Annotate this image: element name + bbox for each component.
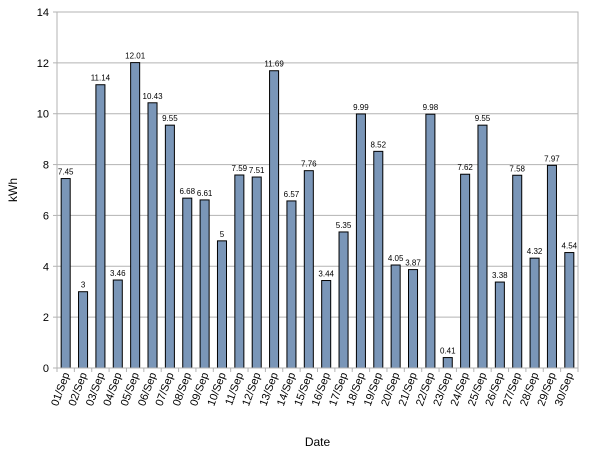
data-label: 6.61 <box>197 189 213 198</box>
y-tick-label: 2 <box>43 312 49 324</box>
data-label: 11.69 <box>264 60 284 69</box>
bar <box>425 113 436 369</box>
bar <box>130 62 141 369</box>
bar <box>112 279 123 369</box>
bar <box>199 199 210 369</box>
y-axis-ticks: 0 2 4 6 8 10 12 14 <box>37 7 57 375</box>
data-label: 5.35 <box>336 221 352 230</box>
bar <box>182 197 193 369</box>
bar <box>390 264 401 369</box>
bar <box>512 174 523 369</box>
bar <box>546 164 557 369</box>
data-label: 7.62 <box>457 163 473 172</box>
data-label: 8.52 <box>370 140 386 149</box>
data-label: 7.97 <box>544 154 560 163</box>
bar <box>234 174 245 369</box>
bar <box>78 291 89 369</box>
data-label: 7.59 <box>232 164 248 173</box>
bar <box>269 70 280 369</box>
data-label: 3.38 <box>492 271 508 280</box>
y-tick-label: 14 <box>37 7 49 19</box>
data-label: 9.99 <box>353 103 369 112</box>
y-tick-label: 12 <box>37 58 49 70</box>
data-label: 6.68 <box>179 187 195 196</box>
bar <box>460 173 471 369</box>
data-label: 5 <box>220 230 225 239</box>
bar <box>95 84 106 369</box>
bars <box>60 62 575 369</box>
x-axis-ticks: 01/Sep02/Sep03/Sep04/Sep05/Sep06/Sep07/S… <box>49 368 579 408</box>
data-label: 3.87 <box>405 259 421 268</box>
bar <box>147 102 158 369</box>
x-axis-title: Date <box>305 435 331 449</box>
y-tick-label: 4 <box>43 261 49 273</box>
bar <box>286 200 297 369</box>
data-label: 7.76 <box>301 160 317 169</box>
bar <box>477 124 488 369</box>
data-label: 4.54 <box>562 242 578 251</box>
y-tick-label: 8 <box>43 160 49 172</box>
data-label: 9.98 <box>423 103 439 112</box>
data-label: 3.46 <box>110 269 126 278</box>
data-label: 12.01 <box>125 52 146 61</box>
bar <box>408 269 419 369</box>
data-label: 3.44 <box>318 270 334 279</box>
data-label: 10.43 <box>143 92 164 101</box>
bar <box>355 113 366 369</box>
y-tick-label: 10 <box>37 109 49 121</box>
gridlines <box>57 11 578 369</box>
y-tick-label: 0 <box>43 363 49 375</box>
data-label: 9.55 <box>475 114 491 123</box>
data-label: 7.45 <box>58 168 74 177</box>
y-axis-title: kWh <box>6 178 20 202</box>
data-label: 11.14 <box>91 74 111 83</box>
plot-area-frame <box>56 11 579 369</box>
bar <box>442 357 453 369</box>
bar <box>321 280 332 369</box>
data-label: 0.41 <box>440 347 456 356</box>
bar <box>216 240 227 369</box>
data-label: 3 <box>81 281 86 290</box>
data-label: 4.05 <box>388 254 404 263</box>
bar <box>529 257 540 369</box>
data-label: 4.32 <box>527 247 543 256</box>
bar <box>494 281 505 369</box>
data-label: 7.51 <box>249 166 265 175</box>
data-label: 7.58 <box>509 164 525 173</box>
bar <box>303 170 314 369</box>
data-labels: 7.45 3 11.14 3.46 12.01 10.43 9.55 6.68 6.61 5 7.5… <box>58 52 578 356</box>
bar <box>164 124 175 369</box>
bar <box>338 231 349 369</box>
data-label: 9.55 <box>162 114 178 123</box>
bar <box>251 176 262 369</box>
y-tick-label: 6 <box>43 210 49 222</box>
bar <box>373 150 384 369</box>
data-label: 6.57 <box>284 190 300 199</box>
bar <box>60 178 71 369</box>
bar <box>564 252 575 369</box>
